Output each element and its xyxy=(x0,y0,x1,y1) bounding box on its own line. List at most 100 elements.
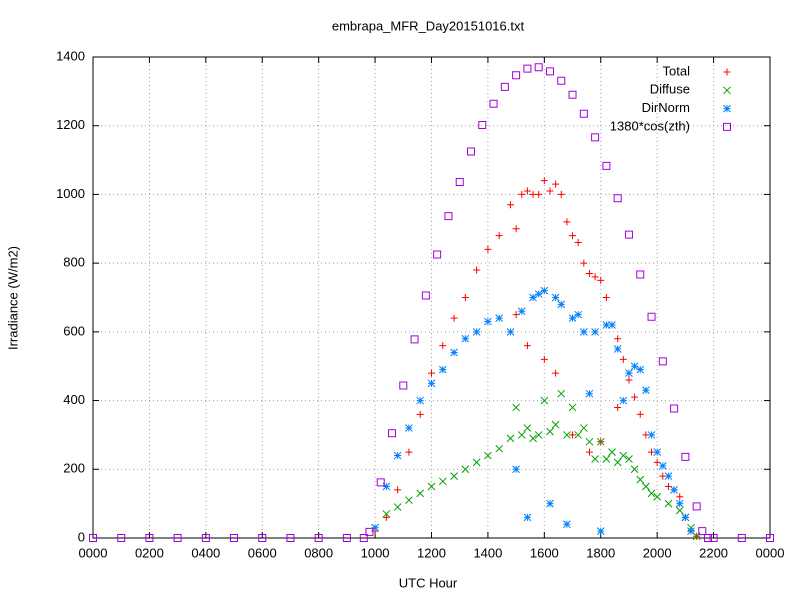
point xyxy=(427,482,436,491)
y-tick-label: 1400 xyxy=(56,48,85,63)
point xyxy=(569,232,577,240)
point xyxy=(472,458,481,467)
point xyxy=(512,71,521,80)
point xyxy=(551,293,560,302)
chart-title: embrapa_MFR_Day20151016.txt xyxy=(332,18,525,33)
point xyxy=(371,523,379,532)
point xyxy=(557,389,566,398)
point xyxy=(427,379,436,388)
point xyxy=(675,499,684,508)
point xyxy=(630,362,639,371)
point xyxy=(388,429,397,438)
point xyxy=(579,424,588,432)
point xyxy=(625,455,633,463)
point xyxy=(619,355,627,363)
point xyxy=(546,499,554,508)
point xyxy=(585,389,594,398)
point xyxy=(692,502,701,511)
point xyxy=(569,431,577,439)
point xyxy=(602,294,610,301)
point xyxy=(636,365,645,374)
point xyxy=(455,178,464,187)
y-tick-label: 0 xyxy=(78,529,85,544)
point xyxy=(670,404,679,413)
point xyxy=(410,335,419,344)
point xyxy=(466,147,475,156)
x-tick-label: 0200 xyxy=(135,545,164,560)
y-axis-label: Irradiance (W/m2) xyxy=(5,246,20,350)
point xyxy=(642,482,650,491)
point xyxy=(737,534,746,542)
point xyxy=(625,376,633,384)
point xyxy=(647,312,656,321)
point xyxy=(450,472,458,481)
point xyxy=(591,133,600,142)
point xyxy=(670,486,678,494)
point xyxy=(579,109,588,118)
legend-label: 1380*cos(zth) xyxy=(610,118,690,133)
point xyxy=(557,76,566,85)
point xyxy=(664,499,673,508)
y-tick-label: 600 xyxy=(63,323,85,338)
point xyxy=(405,496,413,505)
point xyxy=(500,82,509,91)
point xyxy=(365,527,374,536)
point xyxy=(625,369,633,377)
point xyxy=(506,328,515,336)
point xyxy=(540,396,549,405)
point xyxy=(506,201,514,209)
point xyxy=(608,448,616,456)
point xyxy=(574,431,583,439)
point xyxy=(568,90,577,99)
point xyxy=(636,270,645,279)
x-tick-label: 1000 xyxy=(361,545,390,560)
point xyxy=(653,448,662,456)
legend-label: Diffuse xyxy=(650,82,690,97)
point xyxy=(597,276,605,284)
point xyxy=(534,63,543,72)
point xyxy=(613,194,622,203)
point xyxy=(382,482,391,491)
point xyxy=(450,314,458,322)
point xyxy=(342,534,351,542)
point xyxy=(473,266,481,274)
point xyxy=(523,64,532,73)
point xyxy=(438,365,447,374)
point xyxy=(314,534,323,542)
point xyxy=(766,534,774,542)
point xyxy=(563,520,571,529)
x-tick-label: 0000 xyxy=(79,545,108,560)
point xyxy=(529,434,537,443)
x-axis-label: UTC Hour xyxy=(399,575,458,590)
point xyxy=(709,534,718,542)
point xyxy=(428,369,435,377)
point xyxy=(568,314,577,322)
point xyxy=(495,314,504,322)
point xyxy=(596,527,605,535)
point xyxy=(585,437,594,446)
point xyxy=(512,225,520,233)
point xyxy=(495,232,503,240)
point xyxy=(681,452,690,461)
point xyxy=(512,465,520,474)
point xyxy=(117,534,126,542)
point xyxy=(545,67,554,76)
point xyxy=(642,386,650,395)
point xyxy=(517,431,526,439)
x-tick-label: 1400 xyxy=(473,545,502,560)
point xyxy=(630,465,639,474)
point xyxy=(523,342,531,350)
point xyxy=(416,396,425,405)
point xyxy=(608,321,616,329)
y-tick-label: 1200 xyxy=(56,117,85,132)
point xyxy=(551,420,560,429)
point xyxy=(568,403,577,412)
point xyxy=(201,534,210,542)
point xyxy=(557,190,565,198)
point xyxy=(614,335,622,343)
point xyxy=(433,250,442,259)
point xyxy=(563,431,571,439)
point xyxy=(439,342,447,350)
x-tick-label: 0800 xyxy=(304,545,333,560)
